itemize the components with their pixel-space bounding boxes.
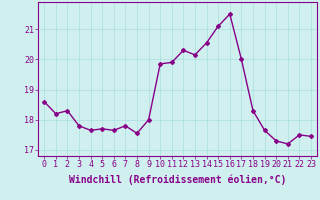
X-axis label: Windchill (Refroidissement éolien,°C): Windchill (Refroidissement éolien,°C) [69, 175, 286, 185]
